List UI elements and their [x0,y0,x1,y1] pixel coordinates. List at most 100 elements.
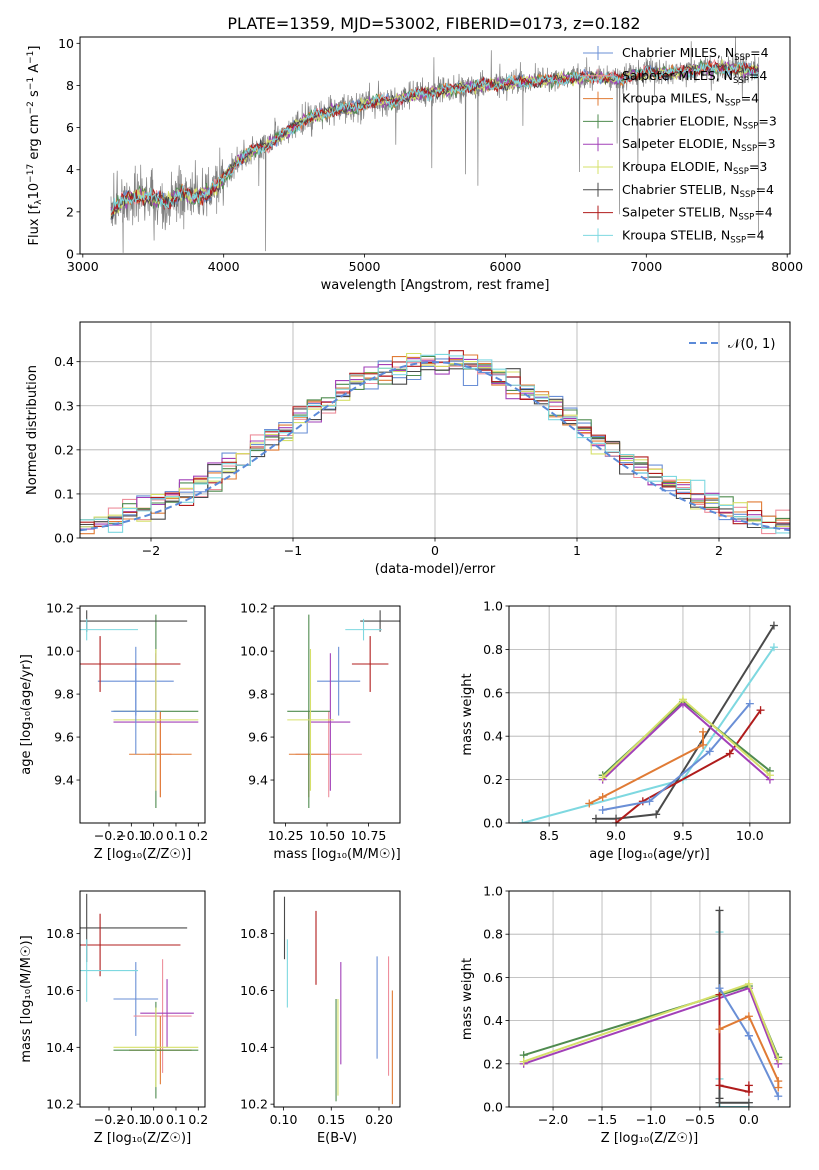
x-tick-label: 0.0 [144,828,164,843]
x-tick-label: −0.5 [685,1112,715,1127]
y-tick-label: 0.0 [54,531,74,546]
series-point-salpeter-stelib [612,819,621,823]
series-point-kroupa-elodie [519,1057,528,1066]
plot-area [287,610,400,808]
y-tick-label: 9.4 [248,773,268,788]
x-tick-label: 5000 [349,259,381,274]
series-point-chabrier-miles [744,1031,753,1040]
mass-vs-metallicity-panel: −0.2−0.10.0 0.1 0.2 10.2 10.4 10.6 10.8 Z [log₁… [19,890,208,1146]
x-tick-label: −0.2 [94,1112,124,1127]
histogram-kroupa-elodie [80,352,790,528]
x-tick-label: 0.0 [739,1112,759,1127]
x-axis-label: Z [log₁₀(Z/Z☉)] [601,1131,698,1146]
axes-frame [508,605,791,824]
x-tick-label: 8000 [771,259,803,274]
observed-spectrum-line [110,37,760,253]
x-tick-label: 2 [715,543,723,558]
y-tick-label: 10 [58,36,74,51]
x-tick-label: 0 [431,543,439,558]
x-tick-label: 0.20 [365,1112,393,1127]
x-tick-label: −1.0 [636,1112,666,1127]
spectrum-panel: 3000 4000 5000 6000 7000 8000 0 2 4 6 8 10 wavelengt… [26,36,803,293]
x-tick-label: 10.25 [268,828,304,843]
y-tick-label: 10.4 [46,1040,74,1055]
y-tick-label: 10.6 [46,983,74,998]
plot-area [283,896,393,1105]
y-axis-label: Flux [fλ10−17 erg cm−2 s−1 A−1] [26,46,44,246]
series-point-kroupa-miles [774,1083,783,1092]
series-line-salpeter-stelib [615,709,762,823]
y-tick-label: 0.4 [483,729,503,744]
y-tick-label: 0.3 [54,398,74,413]
plot-area [110,37,760,253]
y-tick-label: 10.8 [240,926,268,941]
y-tick-label: 0.0 [483,1100,503,1115]
series-line-chabrier-stelib [596,624,775,820]
series-point-chabrier-miles [715,984,724,993]
series-point-chabrier-miles [705,747,714,756]
legend-label-kroupa-elodie: Kroupa ELODIE, NSSP=3 [622,159,767,177]
x-axis-label: Z [log₁₀(Z/Z☉)] [94,847,191,862]
plot-area [80,610,199,808]
axes-frame [508,890,791,1108]
y-axis-label: mass weight [460,958,475,1040]
series-point-chabrier-miles [745,699,754,708]
legend-label-chabrier-miles: Chabrier MILES, NSSP=4 [622,45,769,63]
series-point-salpeter-stelib [715,1081,724,1090]
axes-frame [273,605,401,824]
x-tick-label: 0.2 [188,828,208,843]
y-tick-label: 9.4 [54,773,74,788]
legend-label-kroupa-miles: Kroupa MILES, NSSP=4 [622,91,759,109]
y-tick-label: 10.4 [240,1040,268,1055]
y-tick-label: 10.6 [240,983,268,998]
series-point-salpeter-stelib [725,749,734,758]
legend-label-normal: 𝒩(0, 1) [728,337,775,352]
y-axis-label: Normed distribution [25,365,40,495]
series-point-salpeter-stelib [756,706,765,715]
series-line-chabrier-miles [602,702,751,811]
y-tick-label: 10.8 [46,926,74,941]
series-point-chabrier-stelib [715,906,724,915]
y-tick-label: 9.8 [54,687,74,702]
x-tick-label: 4000 [208,259,240,274]
y-tick-label: 4 [66,162,74,177]
series-line-salpeter-elodie [602,702,771,781]
residuals-panel: −2 −1 0 1 2 0.0 0.1 0.2 0.3 0.4 (data-model)/error… [25,321,791,577]
x-tick-label: 8.5 [539,828,559,843]
legend-label-salpeter-elodie: Salpeter ELODIE, NSSP=3 [622,136,776,154]
series-line-chabrier-stelib [718,910,749,1104]
y-tick-label: 0.2 [483,772,503,787]
y-tick-label: 0.6 [483,685,503,700]
x-tick-label: 0.2 [188,1112,208,1127]
figure-title: PLATE=1359, MJD=53002, FIBERID=0173, z=0… [227,14,640,33]
legend-label-salpeter-stelib: Salpeter STELIB, NSSP=4 [622,205,773,223]
normal-distribution-curve [80,361,790,532]
x-tick-label: 10.0 [736,828,764,843]
massweight-vs-age-panel: 8.5 9.0 9.5 10.0 0.0 0.2 0.4 0.6 0.8 1.0 age [log₁… [460,599,791,862]
y-tick-label: 10.2 [46,1097,74,1112]
series-point-kroupa-elodie [744,979,753,988]
legend-label-chabrier-stelib: Chabrier STELIB, NSSP=4 [622,182,774,200]
x-tick-label: 0.1 [166,828,186,843]
series-point-kroupa-miles [598,792,607,801]
series-line-salpeter-stelib [718,994,750,1094]
histogram-salpeter-elodie [80,357,790,530]
x-tick-label: −1 [284,543,302,558]
axes-frame [273,890,401,1108]
series-point-chabrier-stelib [652,810,661,819]
series-point-kroupa-miles [699,740,708,749]
y-tick-label: 0 [66,247,74,262]
histogram-kroupa-stelib [80,353,790,534]
x-axis-label: (data-model)/error [375,562,496,577]
y-tick-label: 0.8 [483,642,503,657]
x-tick-label: 10.50 [309,828,345,843]
x-axis-label: age [log₁₀(age/yr)] [589,847,710,862]
series-point-chabrier-stelib [744,1098,753,1107]
y-tick-label: 10.0 [46,644,74,659]
series-line-kroupa-miles [588,731,704,805]
axes-frame [79,605,206,824]
x-axis-label: Z [log₁₀(Z/Z☉)] [94,1131,191,1146]
x-tick-label: 0.1 [166,1112,186,1127]
legend-label-chabrier-elodie: Chabrier ELODIE, NSSP=3 [622,113,777,131]
